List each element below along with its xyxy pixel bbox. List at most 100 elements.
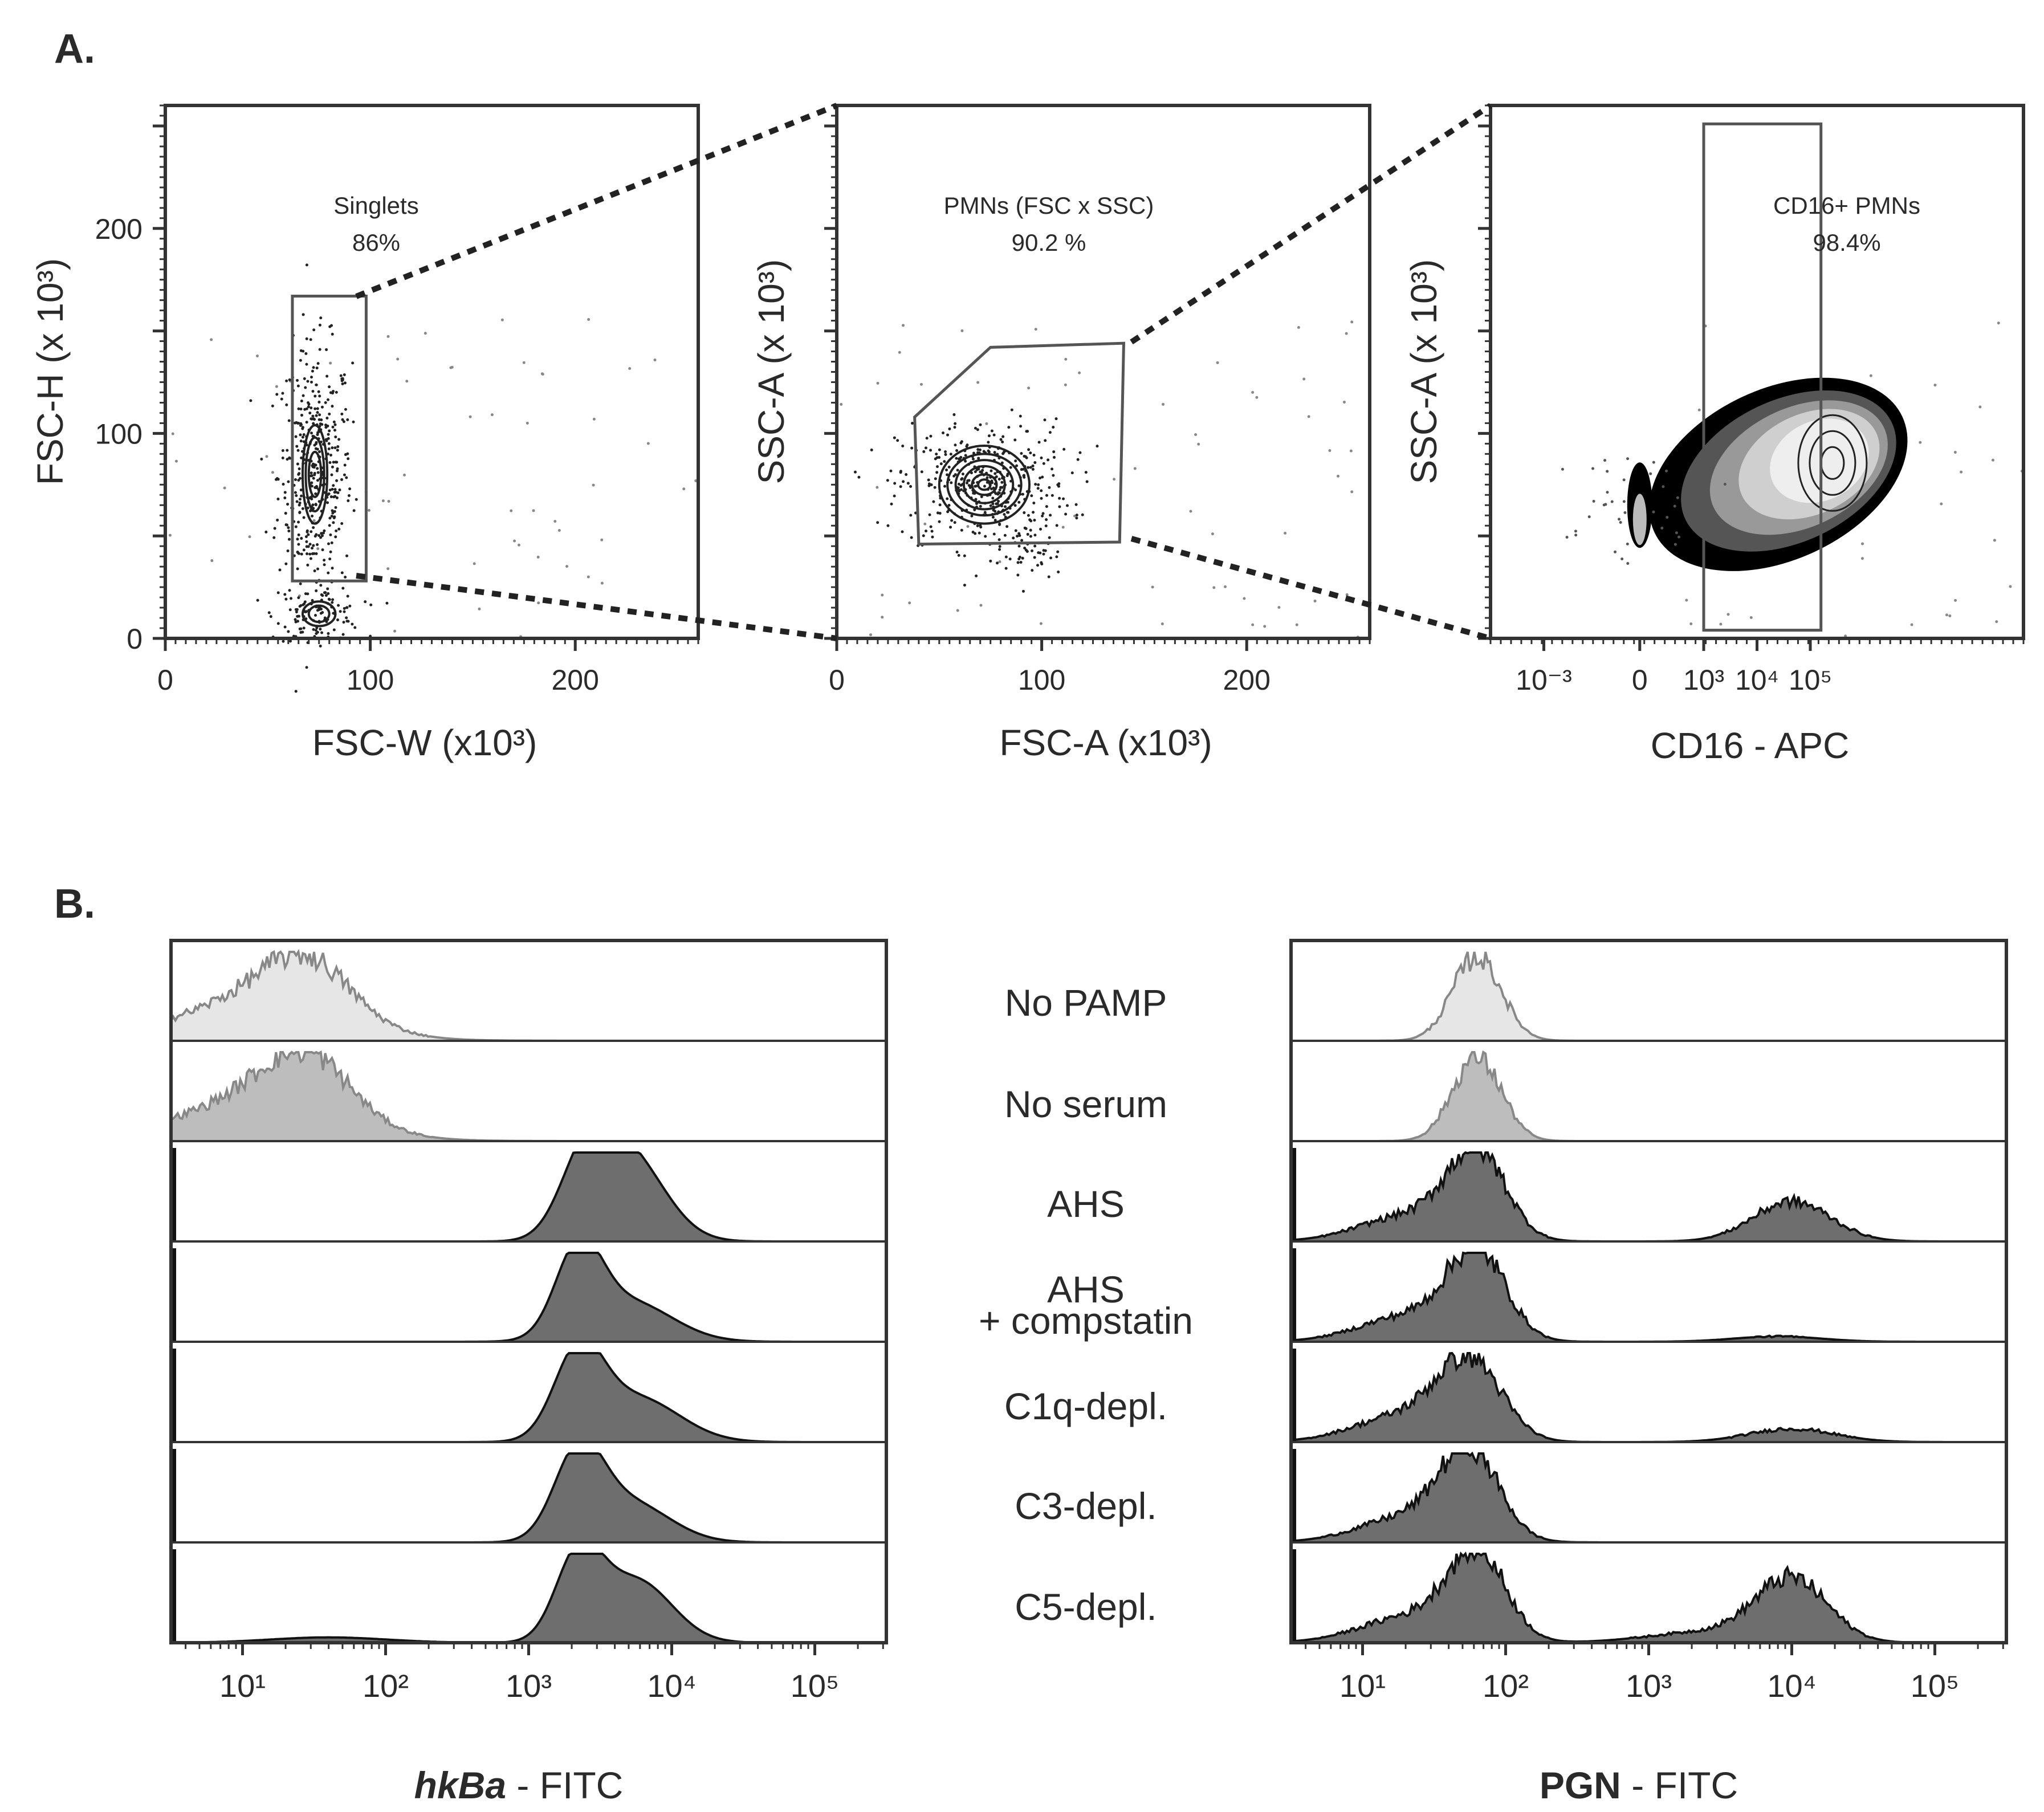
- a1-event-dot: [305, 421, 308, 424]
- a1-event-dot: [329, 550, 332, 553]
- a1-event-dot: [324, 438, 328, 441]
- a2-event-dot: [953, 426, 956, 429]
- a1-event-dot: [297, 478, 300, 482]
- a1-bg-dot: [600, 581, 604, 585]
- a1-event-dot: [304, 610, 307, 613]
- connector-a1-bottom: [356, 573, 837, 641]
- a1-bg-dot: [536, 555, 540, 559]
- a1-event-dot: [331, 405, 334, 408]
- a2-event-dot: [893, 482, 897, 485]
- a1-event-dot: [297, 473, 300, 476]
- a2-event-dot: [974, 470, 977, 474]
- a1-event-dot: [296, 462, 299, 466]
- a1-event-dot: [321, 531, 325, 535]
- a2-event-dot: [946, 433, 950, 437]
- a1-event-dot: [294, 478, 297, 482]
- a3-outlier-dot: [1574, 530, 1577, 533]
- a1-event-dot: [297, 614, 300, 618]
- a3-bg-dot: [1933, 384, 1937, 387]
- a1-event-dot: [300, 400, 303, 403]
- a3-bg-dot: [1995, 620, 1998, 624]
- a2-event-dot: [946, 510, 950, 514]
- a3-outlier-dot: [1626, 542, 1629, 545]
- a2-event-dot: [953, 521, 956, 524]
- a1-event-dot: [331, 509, 334, 512]
- a2-event-dot: [909, 514, 913, 517]
- a1-event-dot: [345, 606, 348, 609]
- a1-bg-dot: [271, 471, 274, 474]
- a2-event-dot: [996, 561, 999, 565]
- a2-event-dot: [961, 473, 964, 476]
- a1-x-tick-label: 100: [347, 664, 394, 696]
- a2-bg-dot: [1197, 442, 1200, 446]
- b2-x-label: PGN - FITC: [1540, 1764, 1738, 1806]
- a3-outlier-dot: [1592, 499, 1595, 503]
- a1-event-dot: [299, 604, 303, 607]
- a2-event-dot: [997, 538, 1001, 541]
- panel-label-b: B.: [54, 881, 95, 927]
- a1-event-dot: [305, 337, 308, 340]
- a1-event-dot: [344, 575, 347, 579]
- hist-x-tick-label: 10⁴: [1767, 1668, 1816, 1704]
- hist-2-no-pamp: [1291, 951, 2006, 1042]
- a1-event-dot: [343, 606, 346, 610]
- a2-event-dot: [1023, 454, 1026, 458]
- a2-event-dot: [957, 482, 960, 486]
- a1-event-dot: [288, 457, 292, 460]
- a2-event-dot: [987, 434, 991, 438]
- panel-b1: 10¹ 10² 10³ 10⁴ 10⁵: [169, 939, 888, 1704]
- a1-bg-dot: [316, 547, 320, 551]
- a1-event-dot: [312, 544, 315, 547]
- a1-event-dot: [310, 530, 313, 534]
- a2-event-dot: [1004, 555, 1008, 559]
- a2-event-dot: [992, 508, 995, 512]
- a2-event-dot: [909, 485, 913, 488]
- a2-bg-dot: [1277, 606, 1281, 609]
- a2-bg-dot: [869, 633, 873, 637]
- a1-bg-dot: [210, 559, 214, 563]
- a1-event-dot: [332, 495, 336, 499]
- a1-event-dot: [301, 630, 304, 634]
- a2-event-dot: [933, 486, 937, 489]
- a2-event-dot: [1027, 514, 1030, 517]
- a1-event-dot: [314, 492, 317, 495]
- a2-event-dot: [853, 470, 857, 474]
- a1-event-dot: [298, 511, 302, 514]
- a2-bg-dot: [1034, 328, 1037, 331]
- a2-event-dot: [943, 460, 946, 463]
- a3-bg-dot: [1978, 405, 1982, 409]
- a1-event-dot: [295, 610, 298, 614]
- a2-event-dot: [1012, 536, 1015, 540]
- a2-event-dot: [911, 422, 914, 425]
- a2-event-dot: [989, 504, 992, 507]
- a2-y-label: SSC-A (x 10³): [751, 259, 792, 484]
- a2-event-dot: [906, 482, 910, 485]
- a2-event-dot: [999, 438, 1003, 441]
- a2-event-dot: [978, 531, 981, 535]
- a1-event-dot: [303, 377, 306, 380]
- a1-event-dot: [315, 632, 318, 636]
- a2-event-dot: [984, 535, 987, 538]
- a1-bg-dot: [386, 335, 390, 338]
- a2-event-dot: [893, 436, 896, 439]
- a1-event-dot: [333, 510, 336, 513]
- a2-x-tick-label: 0: [829, 664, 845, 696]
- a1-event-dot: [315, 552, 318, 555]
- a3-y-label: SSC-A (x 10³): [1403, 259, 1444, 484]
- a2-event-dot: [978, 448, 982, 451]
- a2-event-dot: [1001, 435, 1005, 438]
- a2-event-dot: [1019, 560, 1023, 564]
- a2-event-dot: [1044, 439, 1047, 442]
- a2-bg-dot: [1212, 586, 1216, 589]
- a1-event-dot: [274, 478, 278, 481]
- a2-contour-ring: [971, 473, 998, 496]
- a2-event-dot: [1032, 511, 1035, 514]
- a1-event-dot: [345, 616, 348, 620]
- a2-event-dot: [1033, 519, 1036, 522]
- a1-event-dot: [331, 465, 334, 469]
- a1-event-dot: [311, 369, 314, 373]
- a2-event-dot: [927, 478, 930, 482]
- a1-event-dot: [320, 423, 324, 426]
- a1-bg-dot: [587, 318, 591, 321]
- a2-event-dot: [1017, 484, 1021, 487]
